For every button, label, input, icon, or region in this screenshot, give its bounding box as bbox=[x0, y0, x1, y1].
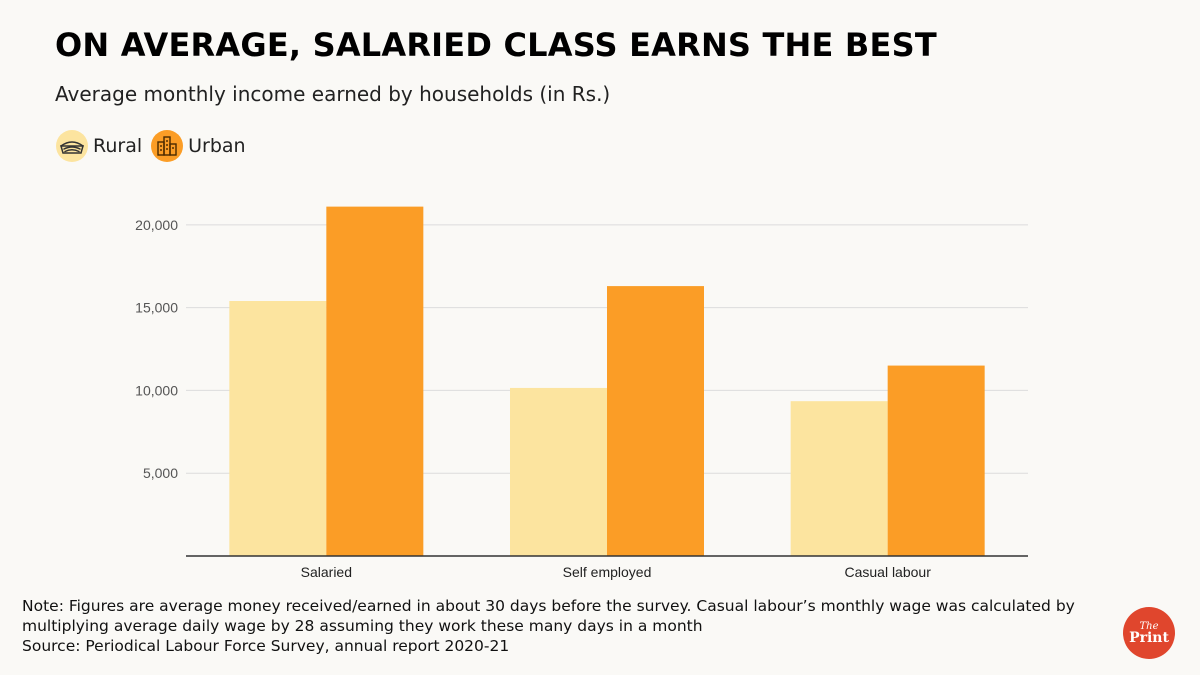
footnote: Note: Figures are average money received… bbox=[22, 596, 1082, 656]
y-tick-label: 10,000 bbox=[135, 382, 178, 398]
bar-rural-salaried bbox=[229, 301, 327, 556]
y-tick-label: 15,000 bbox=[135, 300, 178, 316]
legend-item-urban: Urban bbox=[150, 129, 249, 163]
bar-urban-salaried bbox=[326, 206, 424, 556]
legend-item-rural: Rural bbox=[55, 129, 146, 163]
category-label: Self employed bbox=[563, 564, 652, 580]
logo-text-the: The bbox=[1139, 621, 1158, 632]
bars bbox=[229, 206, 985, 556]
legend-label-rural: Rural bbox=[93, 135, 143, 157]
theprint-logo: The Print bbox=[1123, 607, 1175, 659]
chart-title: ON AVERAGE, SALARIED CLASS EARNS THE BES… bbox=[55, 26, 937, 64]
bar-chart: 5,000 10,000 15,000 20,000 Salaried Self emp… bbox=[135, 206, 1028, 580]
urban-buildings-icon bbox=[151, 130, 184, 162]
category-label: Salaried bbox=[301, 564, 352, 580]
bar-urban-casual-labour bbox=[887, 365, 985, 556]
y-tick-label: 5,000 bbox=[143, 465, 178, 481]
source-text: Source: Periodical Labour Force Survey, … bbox=[22, 637, 510, 655]
bar-urban-self-employed bbox=[607, 286, 704, 556]
category-label: Casual labour bbox=[844, 564, 931, 580]
bar-rural-self-employed bbox=[510, 387, 607, 556]
chart-subtitle: Average monthly income earned by househo… bbox=[55, 82, 611, 106]
category-labels: Salaried Self employed Casual labour bbox=[301, 564, 932, 580]
rural-field-icon bbox=[56, 130, 88, 162]
y-tick-label: 20,000 bbox=[135, 217, 178, 233]
logo-text-print: Print bbox=[1129, 630, 1169, 646]
legend-label-urban: Urban bbox=[188, 135, 246, 157]
bar-rural-casual-labour bbox=[790, 401, 888, 556]
note-text: Note: Figures are average money received… bbox=[22, 597, 1075, 635]
y-axis-ticks: 5,000 10,000 15,000 20,000 bbox=[135, 217, 178, 481]
legend: Rural Urban bbox=[55, 128, 254, 164]
